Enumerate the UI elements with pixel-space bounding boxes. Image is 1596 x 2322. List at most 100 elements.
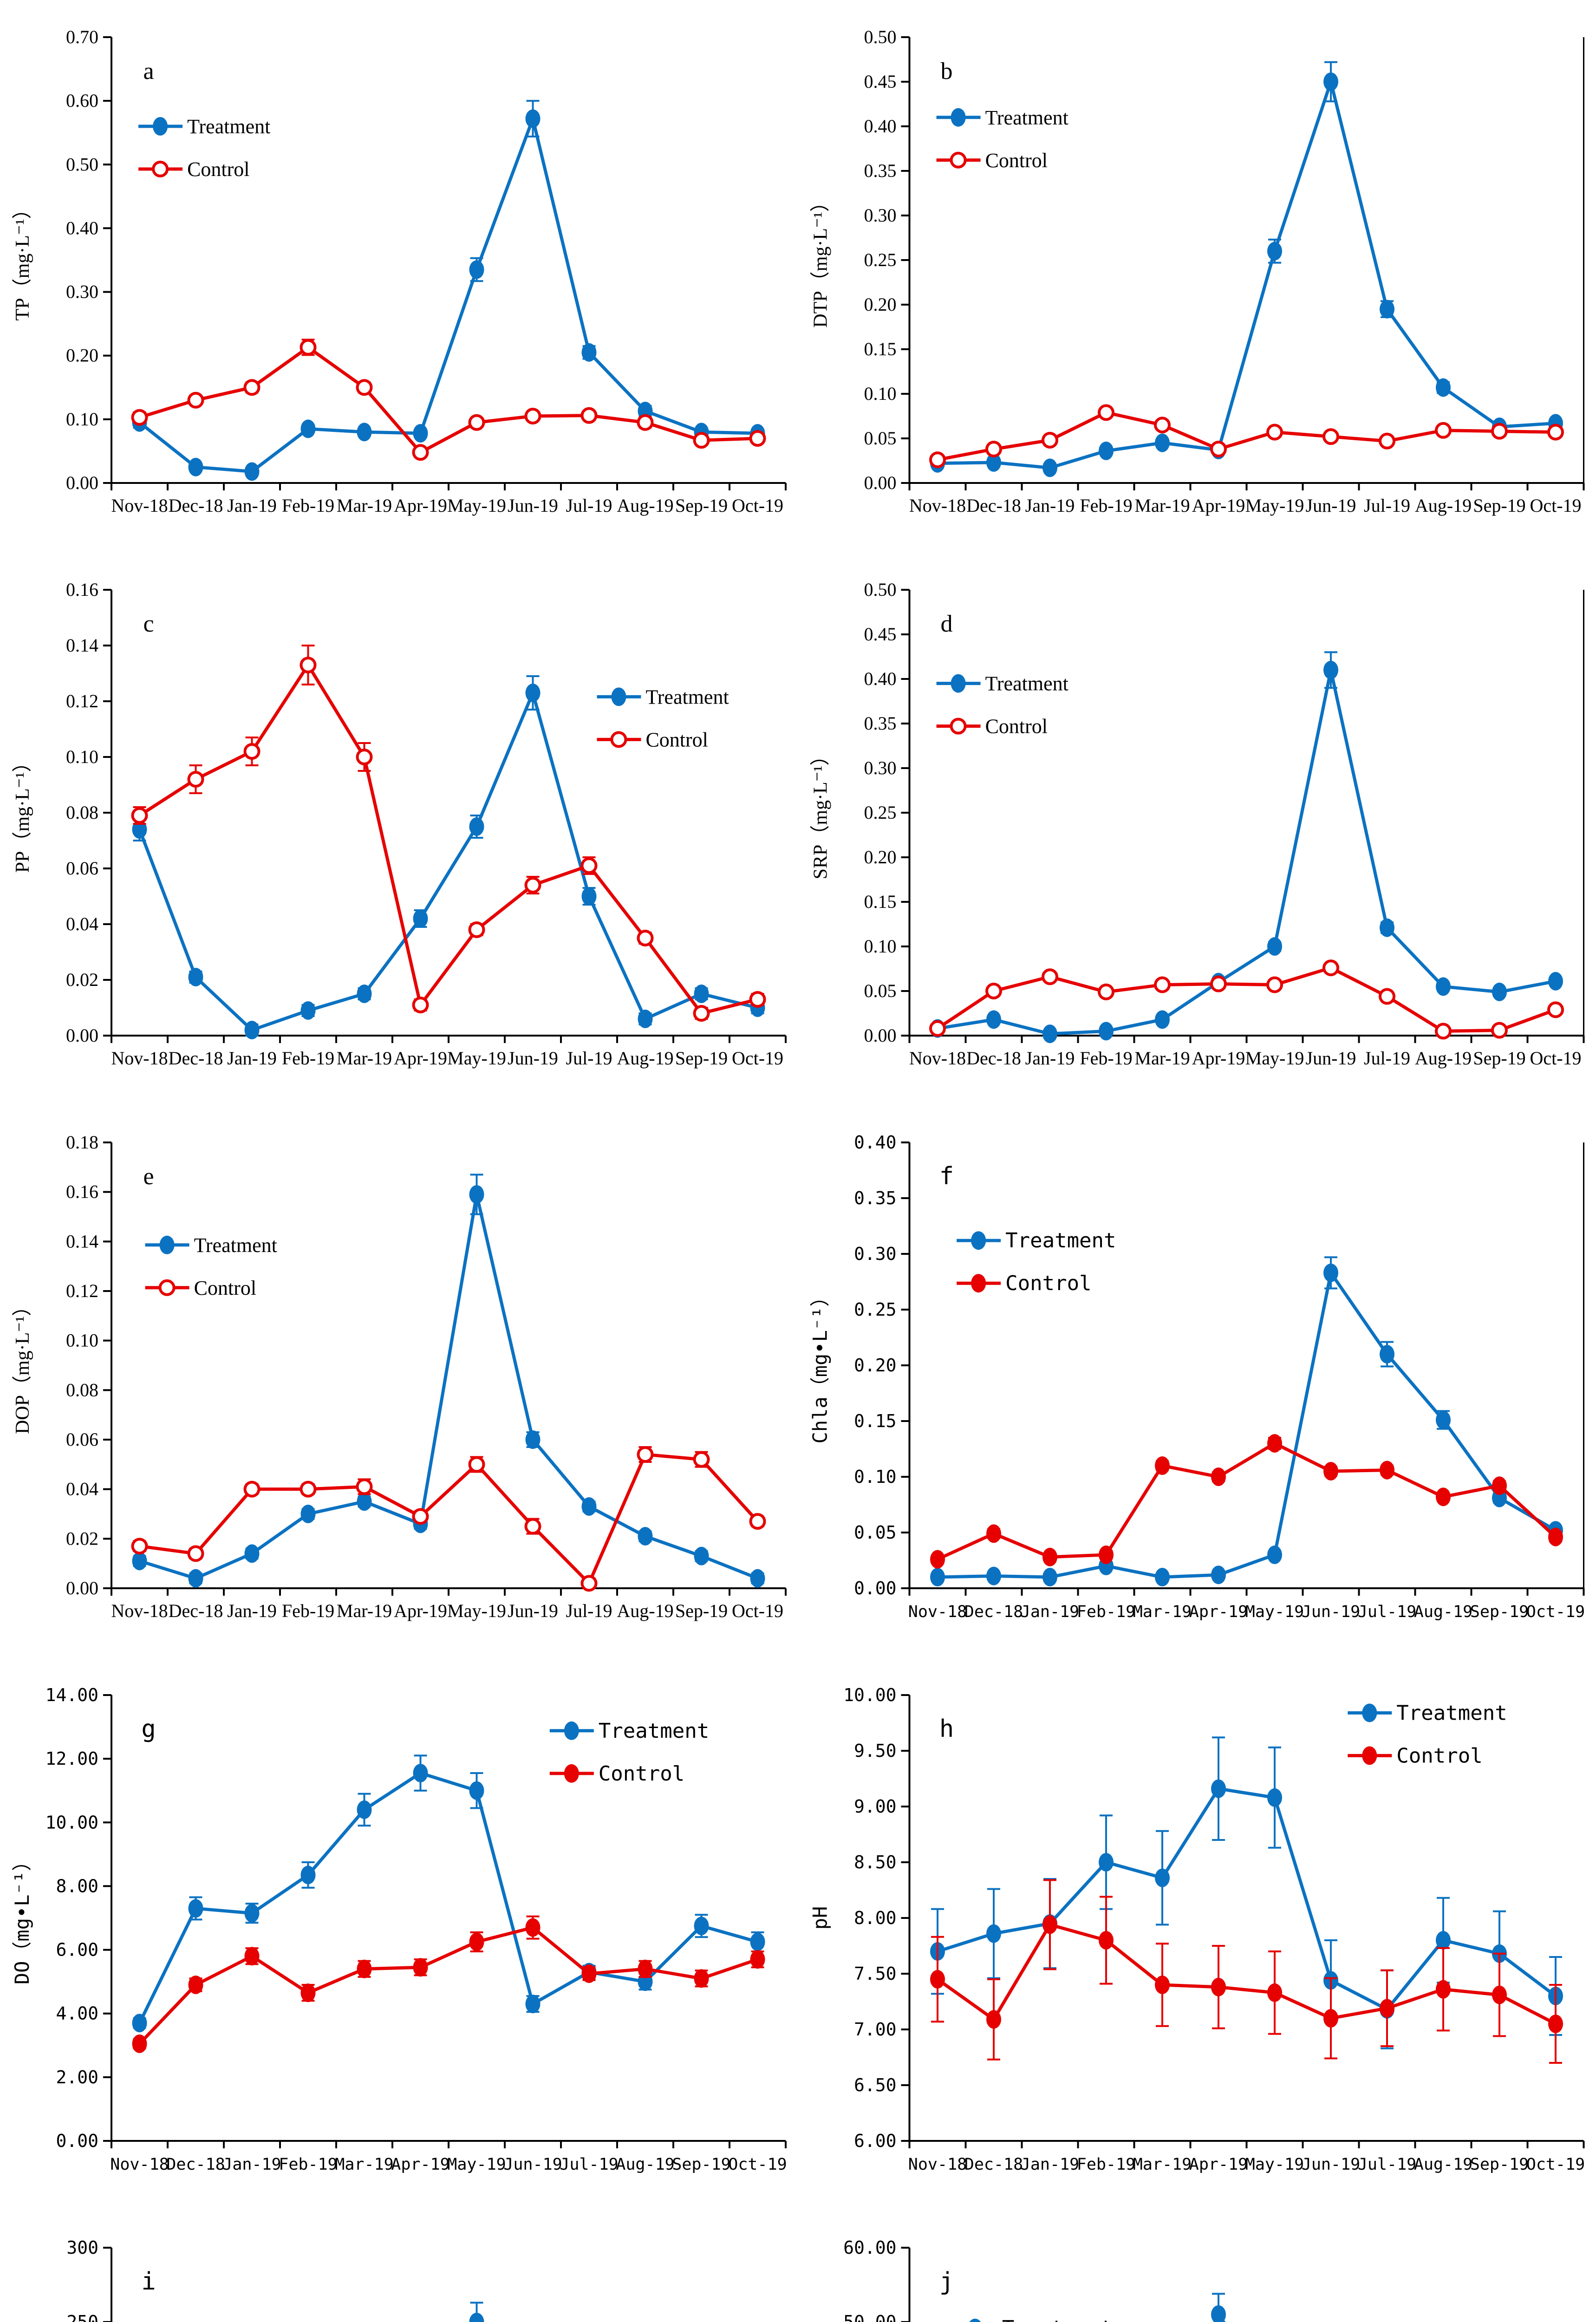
y-tick-label: 0.04: [66, 1479, 98, 1500]
x-tick-label: Apr-19: [1189, 1603, 1248, 1621]
panel-h-letter: h: [939, 1715, 954, 1743]
data-point-filled: [1323, 72, 1338, 91]
y-tick-label: 0.06: [66, 1429, 98, 1450]
x-tick-label: Jun-19: [508, 1048, 558, 1069]
y-tick-label: 0.20: [864, 294, 897, 315]
x-tick-label: Sep-19: [1473, 1048, 1525, 1069]
data-point-filled: [1436, 378, 1451, 397]
data-point-filled: [986, 1566, 1001, 1585]
panel-e-chart: 0.00 0.02 0.04 0.06 0.08 0.10 0.12 0.14 0.16 0.18…: [12, 1132, 787, 1621]
data-point-filled: [469, 260, 484, 279]
data-point-open: [749, 991, 766, 1008]
x-tick-label: Apr-19: [394, 1048, 447, 1069]
x-tick-label: Jan-19: [1025, 1048, 1075, 1069]
panel-g-legend: Treatment Control: [549, 1719, 709, 1786]
data-point-filled: [581, 1497, 597, 1516]
x-tick-label: Jul-19: [560, 2155, 618, 2174]
panel-b-series-control: [929, 404, 1564, 469]
x-tick-label: Dec-18: [169, 1048, 223, 1069]
panel-f-control-line: [937, 1441, 1557, 1561]
x-tick-label: Jun-19: [1306, 1048, 1356, 1069]
data-point-open: [1435, 1023, 1452, 1040]
panel-g-treatment-line: [138, 1771, 758, 2024]
y-tick-label: 0.02: [66, 1528, 98, 1549]
data-point-filled: [951, 674, 966, 693]
data-point-open: [468, 1456, 485, 1473]
data-point-filled: [469, 1932, 484, 1951]
x-tick-label: Sep-19: [675, 495, 728, 516]
y-tick-label: 0.70: [66, 26, 98, 47]
data-point-filled: [300, 1983, 316, 2002]
data-point-open: [356, 379, 373, 396]
y-tick-label: 0.00: [864, 472, 897, 493]
data-point-filled: [694, 1546, 709, 1565]
data-point-filled: [694, 1969, 709, 1988]
y-tick-label: 0.10: [864, 383, 897, 404]
panel-e-control-line: [139, 1453, 759, 1586]
y-tick-label: 0.35: [854, 1188, 897, 1208]
data-point-open: [468, 921, 485, 938]
y-tick-label: 6.00: [854, 2131, 897, 2151]
data-point-open: [300, 339, 317, 356]
data-point-open: [637, 1446, 654, 1463]
x-tick-label: Oct-19: [728, 2155, 787, 2174]
y-tick-label: 0.10: [66, 1330, 98, 1351]
data-point-filled: [244, 1904, 260, 1923]
data-point-open: [524, 408, 541, 424]
data-point-filled: [986, 2010, 1001, 2029]
x-tick-label: Aug-19: [1415, 1048, 1472, 1069]
data-point-filled: [469, 1185, 484, 1204]
data-point-filled: [1099, 1022, 1114, 1041]
data-point-filled: [1267, 1434, 1282, 1453]
x-tick-label: Feb-19: [1080, 1048, 1132, 1069]
panel-g-control-line: [138, 1925, 758, 2045]
data-point-filled: [300, 1505, 316, 1523]
x-tick-label: Feb-19: [282, 495, 334, 516]
panel-d-legend: Treatment Control: [936, 672, 1068, 738]
data-point-filled: [357, 1959, 372, 1978]
x-tick-label: May-19: [447, 1600, 506, 1621]
y-tick-label: 0.04: [66, 913, 98, 934]
data-point-open: [1210, 975, 1227, 992]
legend-label-control: Control: [645, 728, 708, 751]
legend-label-treatment: Treatment: [985, 106, 1068, 129]
data-point-filled: [930, 1568, 945, 1586]
y-tick-label: 0.08: [66, 802, 98, 823]
legend-label-treatment: Treatment: [187, 115, 270, 138]
data-point-open: [1042, 968, 1058, 985]
data-point-open: [131, 807, 148, 824]
data-point-filled: [694, 985, 709, 1003]
x-tick-label: Oct-19: [1530, 495, 1581, 516]
y-tick-label: 0.60: [66, 90, 98, 111]
x-tick-label: Apr-19: [1192, 495, 1245, 516]
y-tick-label: 0.06: [66, 858, 98, 879]
x-tick-label: Jul-19: [566, 1048, 612, 1069]
legend-label-treatment: Treatment: [645, 685, 729, 708]
panel-b-legend: Treatment Control: [936, 106, 1068, 172]
x-tick-label: Sep-19: [675, 1600, 728, 1621]
x-tick-label: Oct-19: [1526, 1603, 1585, 1621]
x-tick-label: Oct-19: [1530, 1048, 1581, 1069]
y-tick-label: 0.50: [864, 579, 897, 600]
data-point-filled: [1099, 1546, 1114, 1564]
x-tick-label: Jun-19: [503, 2155, 562, 2174]
data-point-filled: [413, 1764, 428, 1782]
panel-j-letter: j: [939, 2268, 954, 2296]
data-point-filled: [357, 423, 372, 442]
panel-a-control-line: [139, 345, 758, 455]
data-point-open: [1435, 422, 1452, 439]
data-point-filled: [1380, 1461, 1394, 1480]
legend-label-control: Control: [985, 149, 1048, 172]
panel-j-series-treatment: [1211, 2293, 1226, 2322]
panel-c-y-axis-label: PP（mg·L⁻¹）: [12, 753, 33, 873]
data-point-filled: [525, 1995, 541, 2014]
panel-c-series-treatment: [132, 675, 765, 1039]
x-tick-label: Mar-19: [1134, 1048, 1190, 1069]
data-point-filled: [581, 1964, 597, 1983]
panel-b-letter: b: [941, 58, 953, 85]
data-point-filled: [525, 1918, 541, 1937]
y-tick-label: 8.00: [56, 1876, 98, 1896]
data-point-open: [693, 1005, 710, 1022]
panel-h-legend: Treatment Control: [1348, 1701, 1507, 1768]
